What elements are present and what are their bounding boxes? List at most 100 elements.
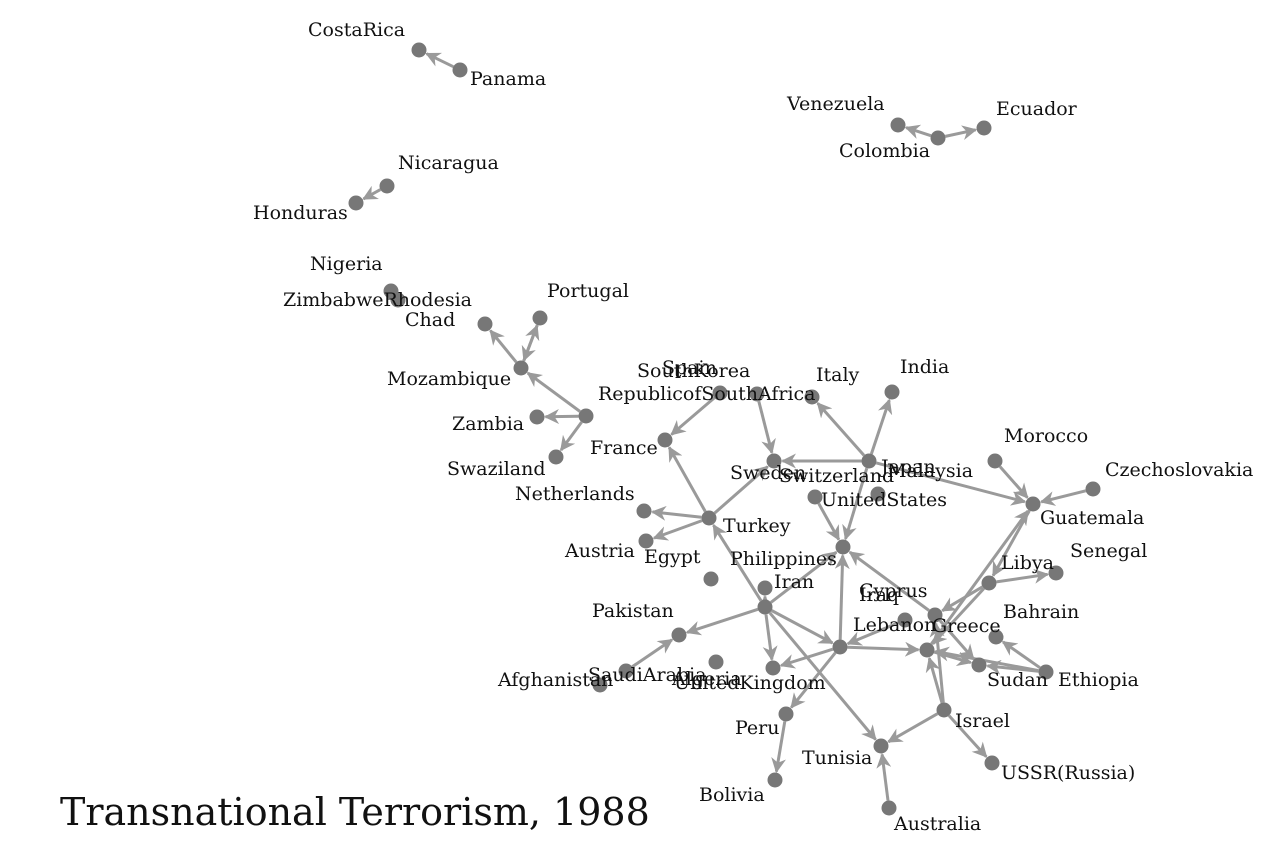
node-label-spain: Spain [662, 357, 717, 379]
node-south-korea [749, 386, 765, 402]
edge-republicof-south-africa-to-swaziland [559, 421, 583, 452]
node-label-lebanon: Lebanon [853, 614, 936, 636]
edge-cyprus-to-united-states [848, 550, 930, 612]
node-label-venezuela: Venezuela [786, 93, 885, 115]
node-label-iraq: Iraq [859, 584, 899, 606]
node-label-italy: Italy [816, 364, 860, 386]
edge-libya-to-senegal [996, 568, 1050, 584]
node-label-tunisia: Tunisia [802, 747, 872, 769]
node-turkey [701, 510, 717, 526]
edge-iran-to-pakistan [685, 607, 759, 636]
node-ussr [984, 755, 1000, 771]
node-france [657, 432, 673, 448]
node-morocco [987, 453, 1003, 469]
node-label-morocco: Morocco [1004, 425, 1088, 447]
edge-lebanon-to-united-states [834, 554, 850, 640]
node-spain [712, 385, 728, 401]
node-label-zambia: Zambia [452, 413, 524, 435]
node-bolivia [767, 772, 783, 788]
node-saudi-arabia [618, 663, 634, 679]
node-label-swaziland: Swaziland [447, 458, 546, 480]
node-australia [881, 800, 897, 816]
node-label-nigeria: Nigeria [310, 253, 383, 275]
node-label-united-kingdom: UnitedKingdom [674, 672, 826, 694]
node-senegal [1048, 565, 1064, 581]
edge-czechoslovakia-to-guatemala [1039, 489, 1087, 506]
node-malaysia [870, 486, 886, 502]
edge-lebanon-to-greece [847, 641, 920, 657]
node-label-chad: Chad [405, 309, 455, 331]
edge-morocco-to-guatemala [998, 465, 1029, 499]
node-label-zimbabwe-rhodesia: ZimbabweRhodesia [283, 289, 472, 311]
node-label-egypt: Egypt [644, 546, 701, 568]
node-ethiopia [1038, 664, 1054, 680]
node-greece [919, 642, 935, 658]
node-label-bahrain: Bahrain [1003, 601, 1079, 623]
node-label-honduras: Honduras [253, 202, 348, 224]
edge-spain-to-france [670, 396, 716, 436]
edge-iran-to-united-states [769, 551, 838, 604]
edge-mozambique-to-chad [489, 329, 518, 364]
node-mozambique [513, 360, 529, 376]
node-label-pakistan: Pakistan [592, 600, 674, 622]
edge-greece-to-guatemala [930, 509, 1030, 645]
node-label-turkey: Turkey [723, 515, 791, 537]
node-label-bolivia: Bolivia [699, 784, 765, 806]
edge-japan-to-india [869, 398, 893, 455]
edge-iran-to-lebanon [770, 609, 834, 645]
node-label-colombia: Colombia [839, 140, 930, 162]
node-sudan [971, 657, 987, 673]
edge-iran-to-tunisia [768, 611, 877, 741]
node-label-france: France [590, 437, 658, 459]
node-colombia [930, 130, 946, 146]
node-algeria [708, 654, 724, 670]
node-label-netherlands: Netherlands [515, 483, 635, 505]
edge-panama-to-costa-rica [425, 52, 454, 69]
node-guatemala [1025, 496, 1041, 512]
node-label-libya: Libya [1001, 552, 1054, 574]
node-label-mozambique: Mozambique [387, 368, 511, 390]
edge-australia-to-tunisia [876, 752, 892, 801]
edge-layer [362, 52, 1087, 801]
edge-lebanon-to-peru [790, 651, 837, 709]
node-label-guatemala: Guatemala [1040, 507, 1144, 529]
node-label-saudi-arabia: SaudiArabia [588, 664, 707, 686]
edge-lebanon-to-united-kingdom [779, 647, 834, 669]
node-label-panama: Panama [470, 68, 546, 90]
node-label-south-korea: SouthKorea [637, 360, 750, 382]
edge-japan-to-italy [816, 402, 866, 457]
node-chad [477, 316, 493, 332]
node-lebanon [832, 639, 848, 655]
node-philippines [757, 580, 773, 596]
node-libya [981, 575, 997, 591]
edge-israel-to-ussr [947, 714, 988, 758]
node-label-czechoslovakia: Czechoslovakia [1105, 459, 1253, 481]
edge-turkey-to-france [667, 446, 707, 513]
edge-saudi-arabia-to-pakistan [631, 638, 674, 669]
node-iran [757, 599, 773, 615]
node-label-ussr: USSR(Russia) [1001, 762, 1135, 784]
node-label-philippines: Philippines [730, 548, 837, 570]
node-label-republicof-south-africa: RepublicofSouthAfrica [598, 383, 816, 405]
edge-switzerland-to-united-states [817, 502, 841, 541]
node-ecuador [976, 120, 992, 136]
edge-israel-to-tunisia [887, 712, 939, 744]
node-label-costa-rica: CostaRica [308, 19, 405, 41]
node-sweden [766, 453, 782, 469]
node-layer [348, 42, 1101, 816]
node-nicaragua [379, 178, 395, 194]
node-label-iran: Iran [774, 571, 814, 593]
node-label-senegal: Senegal [1070, 540, 1147, 562]
edge-south-korea-to-sweden [757, 400, 776, 455]
edge-israel-to-greece [925, 656, 944, 704]
node-label-israel: Israel [955, 710, 1010, 732]
node-peru [778, 706, 794, 722]
edge-japan-to-guatemala [875, 461, 1027, 506]
node-israel [936, 702, 952, 718]
node-tunisia [873, 738, 889, 754]
node-switzerland [807, 489, 823, 505]
node-label-malaysia: Malaysia [887, 460, 973, 482]
node-label-peru: Peru [735, 717, 780, 739]
edge-portugal-to-mozambique [521, 324, 539, 362]
